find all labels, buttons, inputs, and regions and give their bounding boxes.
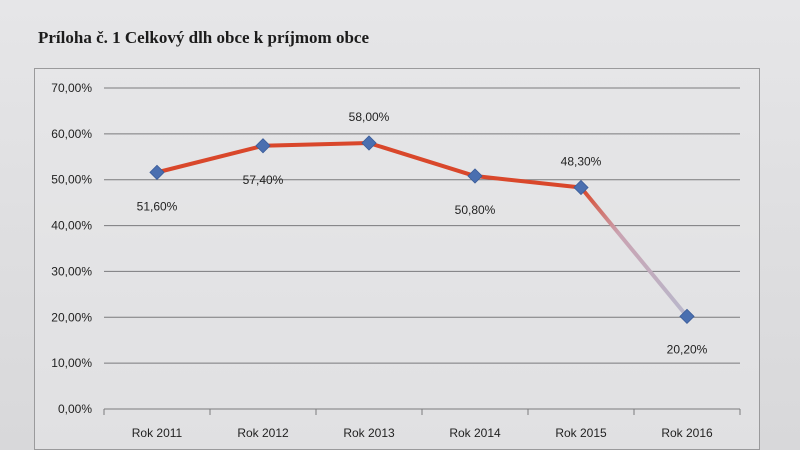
x-tick-label: Rok 2012 <box>237 426 289 440</box>
series-line <box>155 141 689 319</box>
series-segment <box>155 143 265 175</box>
y-tick-label: 20,00% <box>51 310 92 324</box>
grid-lines <box>103 87 741 415</box>
data-labels: 51,60% 57,40% 58,00% 50,80% 48,30% 20,20% <box>137 110 708 356</box>
x-tick-label: Rok 2011 <box>132 426 183 440</box>
data-label: 20,20% <box>667 342 708 356</box>
series-segment <box>367 141 477 179</box>
y-tick-label: 70,00% <box>51 81 92 95</box>
x-tick-label: Rok 2016 <box>661 426 713 440</box>
data-point-marker <box>467 168 483 184</box>
series-markers <box>149 135 695 325</box>
x-tick-label: Rok 2015 <box>555 426 607 440</box>
data-point-marker <box>255 138 271 154</box>
series-segment <box>579 185 689 319</box>
y-tick-label: 50,00% <box>51 173 92 187</box>
data-label: 48,30% <box>561 155 602 169</box>
x-axis-ticks: Rok 2011 Rok 2012 Rok 2013 Rok 2014 Rok 2015… <box>132 426 713 440</box>
x-tick-label: Rok 2013 <box>343 426 395 440</box>
data-point-marker <box>149 164 165 181</box>
series-segment <box>261 141 371 148</box>
series-segment <box>473 174 583 190</box>
chart-title: Príloha č. 1 Celkový dlh obce k príjmom … <box>38 28 370 47</box>
y-tick-label: 60,00% <box>51 127 92 141</box>
y-axis-ticks: 0,00% 10,00% 20,00% 30,00% 40,00% 50,00% 60,00… <box>51 81 92 416</box>
data-label: 57,40% <box>243 173 284 187</box>
data-point-marker <box>679 308 695 325</box>
data-label: 50,80% <box>455 203 496 217</box>
data-label: 51,60% <box>137 199 178 213</box>
y-tick-label: 0,00% <box>58 402 92 416</box>
data-point-marker <box>361 135 377 151</box>
y-tick-label: 40,00% <box>51 219 92 233</box>
y-tick-label: 10,00% <box>51 356 92 370</box>
x-tick-label: Rok 2014 <box>449 426 501 440</box>
data-point-marker <box>573 179 589 196</box>
y-tick-label: 30,00% <box>51 264 92 278</box>
data-label: 58,00% <box>349 110 390 124</box>
